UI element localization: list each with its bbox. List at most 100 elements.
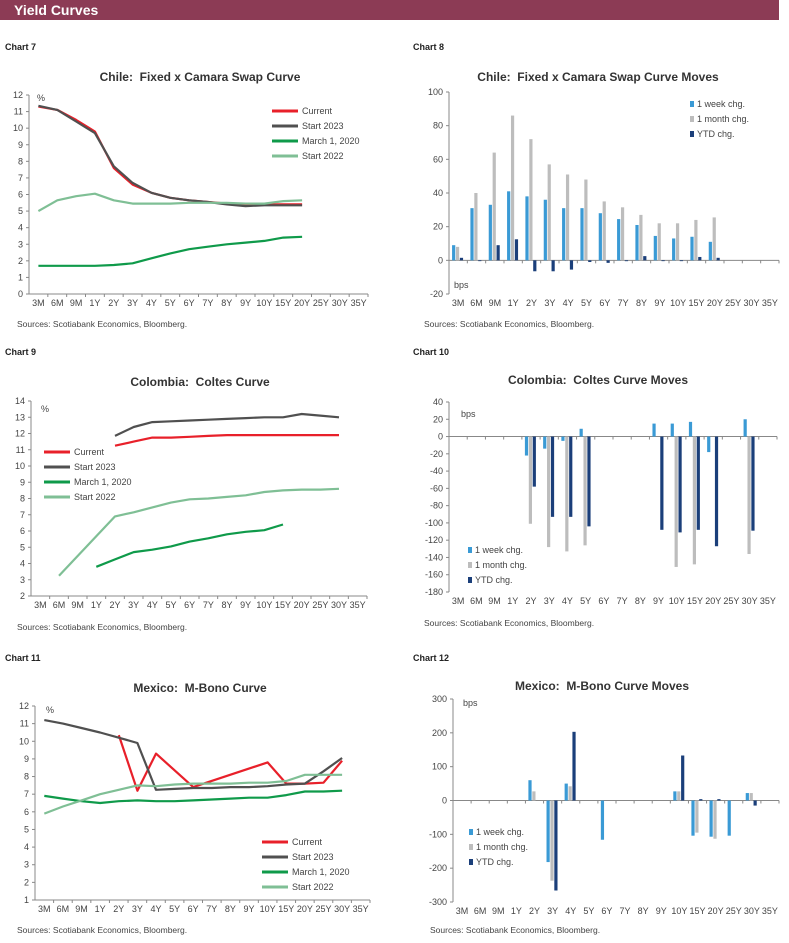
y-tick-label: 4 [18,223,23,233]
x-tick-label: 20Y [294,600,310,610]
y-tick-label: 40 [433,188,443,198]
x-tick-label: 9Y [240,298,251,308]
bar [712,217,716,261]
x-tick-label: 1Y [89,298,100,308]
x-tick-label: 9Y [654,298,665,308]
bar [562,208,566,261]
y-tick-label: 5 [20,542,25,552]
series-line-start-2022 [37,192,303,213]
y-tick-label: 8 [18,156,23,166]
y-tick-label: 20 [433,414,443,424]
bar [554,800,558,891]
x-tick-label: 25Y [725,298,741,308]
x-tick-label: 6M [474,906,487,916]
y-tick-label: 100 [428,87,443,97]
y-tick-label: 20 [433,222,443,232]
x-tick-label: 25Y [726,906,742,916]
series-line-start-2022 [43,773,343,815]
bar [709,800,713,837]
bar [587,436,591,527]
legend-label: 1 month chg. [697,114,749,124]
y-tick-label: 8 [24,772,29,782]
x-tick-label: 15Y [689,906,705,916]
x-tick-label: 7Y [203,600,214,610]
y-tick-label: 300 [432,694,447,704]
bar [514,239,519,261]
legend-swatch [468,577,472,583]
chart-11-label: Chart 11 [5,653,41,663]
x-tick-label: 4Y [150,904,161,914]
bar [716,257,720,261]
x-tick-label: 4Y [147,600,158,610]
y-tick-label: 2 [24,877,29,887]
x-tick-label: 3Y [127,298,138,308]
series-line-march-1-2020 [38,235,303,267]
x-tick-label: 2Y [109,600,120,610]
legend-label: Start 2023 [302,121,344,131]
chart-8: -20 0 20 40 60 80 100 3M 6M 9M 1Y 2Y 3Y 4Y 5Y 6Y 7Y 8Y 9Y 1… [428,87,780,308]
bar [743,419,747,437]
x-tick-label: 6M [51,298,64,308]
x-tick-label: 3Y [547,906,558,916]
bar [550,436,555,517]
unit-label: bps [461,409,476,419]
y-tick-label: 6 [20,526,25,536]
x-tick-label: 3Y [544,298,555,308]
bar [569,260,574,270]
legend-swatch [468,562,472,568]
bar [533,260,537,272]
x-tick-label: 20Y [708,906,724,916]
bar [699,799,703,801]
bar [474,193,478,261]
bar [677,791,681,801]
y-tick-label: 1 [18,272,23,282]
y-tick-label: 10 [13,123,23,133]
y-tick-label: 0 [438,432,443,442]
bar [653,235,657,261]
bar [459,257,464,261]
y-tick-label: 10 [15,461,25,471]
x-tick-label: 7Y [618,298,629,308]
bar [620,207,625,261]
bar [478,260,482,262]
chart-8-title: Chile: Fixed x Camara Swap Curve Moves [477,70,719,84]
legend-label: 1 week chg. [475,545,523,555]
section-header: Yield Curves [0,0,779,20]
bar [617,219,621,261]
bar [496,245,500,261]
y-tick-label: 9 [24,754,29,764]
bar [678,436,682,533]
bar [565,174,570,261]
x-tick-label: 6Y [184,600,195,610]
x-tick-label: 15Y [275,298,291,308]
bar [551,260,555,272]
y-tick-label: -80 [430,501,443,511]
x-tick-label: 2Y [529,906,540,916]
legend-label: March 1, 2020 [292,867,350,877]
bar [643,256,647,261]
y-tick-label: 6 [18,190,23,200]
legend-label: March 1, 2020 [74,477,132,487]
y-tick-label: -300 [429,897,447,907]
x-tick-label: 9M [75,904,88,914]
bar [707,436,711,453]
legend-label: 1 month chg. [476,842,528,852]
legend-label: Current [302,106,333,116]
chart-7-title: Chile: Fixed x Camara Swap Curve [99,70,301,84]
x-tick-label: 25Y [315,904,331,914]
chart-7-label: Chart 7 [5,42,37,52]
y-tick-label: 4 [20,559,25,569]
y-tick-label: 12 [13,90,23,100]
y-tick-label: 0 [442,796,447,806]
y-tick-label: 2 [18,256,23,266]
x-tick-label: 8Y [638,906,649,916]
x-tick-label: 35Y [760,596,776,606]
y-tick-label: 0 [18,289,23,299]
chart-7-sources: Sources: Scotiabank Economics, Bloomberg… [17,319,188,329]
bar [639,214,643,261]
x-tick-label: 3M [34,600,47,610]
x-tick-label: 8Y [221,600,232,610]
bar [510,115,515,261]
bar [696,436,700,530]
